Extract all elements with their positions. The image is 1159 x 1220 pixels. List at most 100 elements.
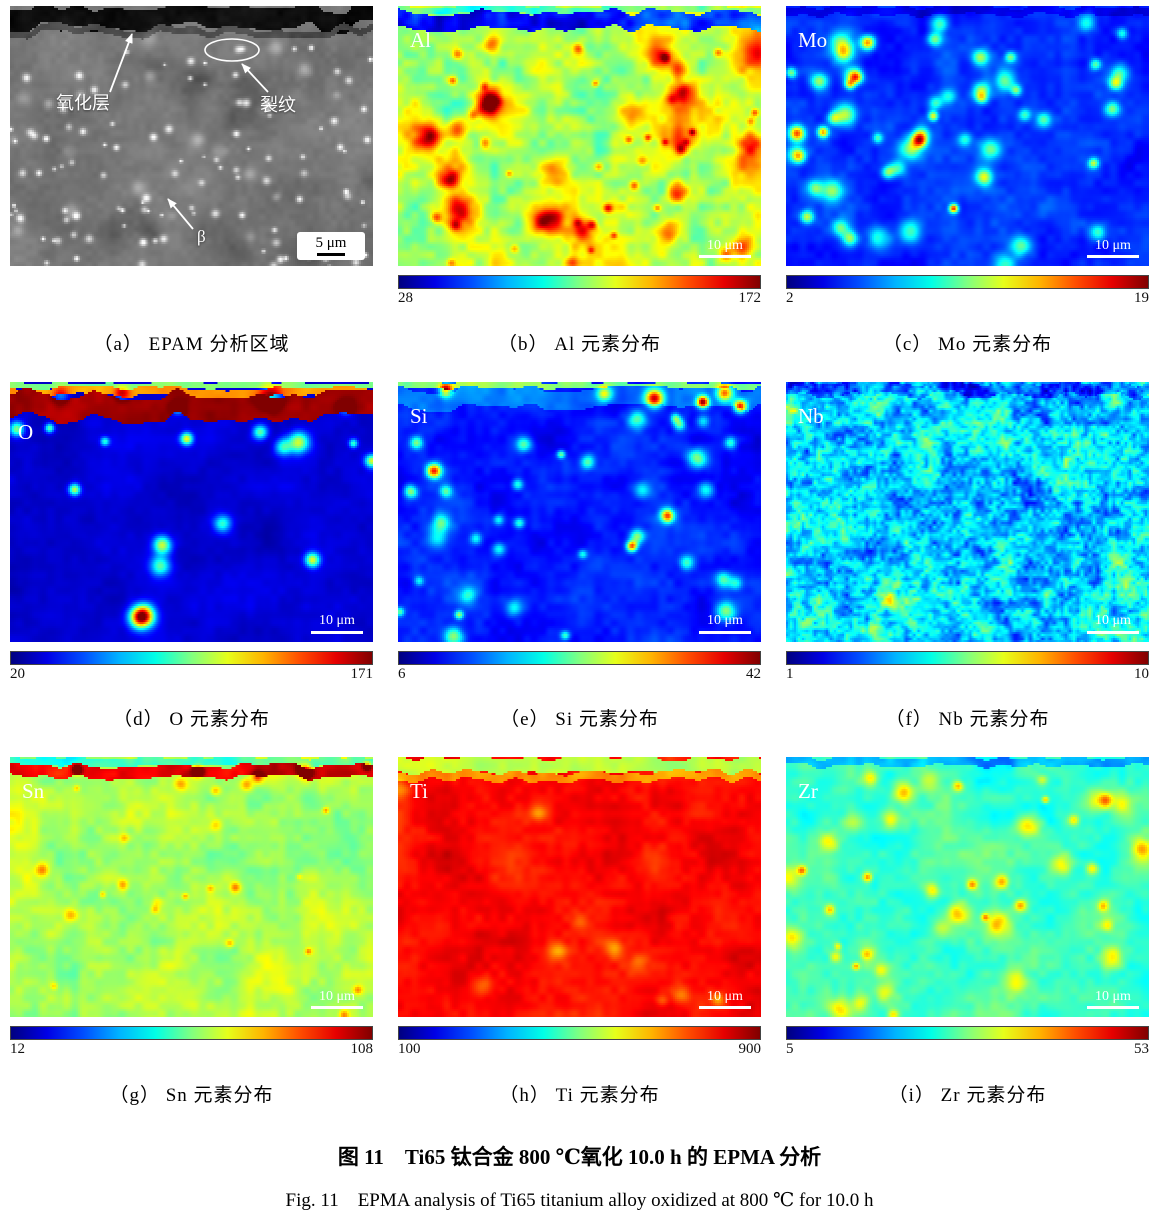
scale-bar-text: 10 μm: [1095, 988, 1131, 1004]
beta-arrow: [167, 198, 194, 230]
o-map-canvas: [10, 381, 373, 642]
colorbar-max: 171: [350, 665, 374, 682]
scale-bar-line: [311, 1006, 363, 1009]
scale-bar: 10 μm: [1087, 613, 1139, 634]
scale-bar-text: 10 μm: [707, 988, 743, 1004]
colorbar-gradient: [398, 275, 761, 289]
element-label: Sn: [22, 779, 45, 803]
scale-bar-line: [699, 1006, 751, 1009]
scale-bar-line: [311, 630, 363, 634]
panel-sem: 氧化层 裂纹 β 5 μm （a） EPAM 分析区域: [10, 6, 373, 356]
figure-caption-chinese: 图 11 Ti65 钛合金 800 ℃氧化 10.0 h 的 EPMA 分析: [337, 1144, 822, 1169]
scale-bar: 10 μm: [311, 613, 363, 634]
element-map-mo: Mo 10 μm: [786, 6, 1149, 266]
colorbar: 1 10: [786, 650, 1149, 683]
scale-bar: 10 μm: [311, 989, 363, 1009]
panel-al: Al 10 μm 28 172 （b） Al 元素分布: [398, 6, 761, 356]
oxide-layer-arrow: [109, 33, 133, 93]
scale-bar-text: 10 μm: [1095, 613, 1131, 629]
colorbar: 12 108: [10, 1026, 373, 1058]
scale-bar: 10 μm: [1087, 989, 1139, 1009]
oxide-layer-label: 氧化层: [56, 93, 110, 113]
scale-bar: 10 μm: [699, 989, 751, 1009]
panel-sn: Sn 10 μm 12 108 （g） Sn 元素分布: [10, 757, 373, 1107]
scale-bar-text: 10 μm: [319, 988, 355, 1004]
scale-bar-text: 10 μm: [1095, 237, 1131, 253]
colorbar-gradient: [786, 650, 1149, 665]
scale-bar-line: [1087, 630, 1139, 634]
element-map-sn: Sn 10 μm: [10, 757, 373, 1017]
scale-bar-line: [699, 255, 751, 258]
scale-bar-text: 5 μm: [315, 234, 347, 251]
colorbar-max: 10: [1134, 665, 1149, 682]
scale-bar: 5 μm: [297, 231, 365, 260]
sn-map-canvas: [10, 757, 373, 1017]
colorbar-min: 28: [398, 290, 413, 306]
colorbar: 6 42: [398, 650, 761, 683]
colorbar-min: 2: [786, 290, 794, 306]
colorbar-min: 6: [398, 665, 406, 682]
panel-caption: （b） Al 元素分布: [497, 333, 661, 355]
element-label: Mo: [798, 28, 828, 52]
element-label: Nb: [798, 403, 824, 428]
al-map-canvas: [398, 6, 761, 266]
colorbar-gradient: [10, 1026, 373, 1040]
element-map-si: Si 10 μm: [398, 381, 761, 642]
mo-map-canvas: [786, 6, 1149, 266]
colorbar: 28 172: [398, 275, 761, 307]
element-label: O: [18, 419, 34, 444]
crack-ellipse: [204, 38, 260, 62]
panel-ti: Ti 10 μm 100 900 （h） Ti 元素分布: [398, 757, 761, 1107]
scale-bar: 10 μm: [699, 238, 751, 258]
figure-captions: 图 11 Ti65 钛合金 800 ℃氧化 10.0 h 的 EPMA 分析 F…: [10, 1141, 1149, 1212]
scale-bar-text: 10 μm: [319, 613, 355, 629]
sem-map-canvas: [10, 6, 373, 266]
zr-map-canvas: [786, 757, 1149, 1017]
colorbar-max: 172: [738, 290, 762, 306]
colorbar-max: 900: [738, 1041, 762, 1057]
scale-bar-line: [1087, 1006, 1139, 1009]
panel-mo: Mo 10 μm 2 19 （c） Mo 元素分布: [786, 6, 1149, 356]
scale-bar-text: 10 μm: [707, 237, 743, 253]
element-map-ti: Ti 10 μm: [398, 757, 761, 1017]
panel-grid: 氧化层 裂纹 β 5 μm （a） EPAM 分析区域 Al 10 μm: [10, 6, 1149, 1107]
figure-caption-english: Fig. 11 EPMA analysis of Ti65 titanium a…: [285, 1189, 874, 1211]
crack-arrow: [241, 63, 269, 93]
element-label: Ti: [410, 779, 428, 803]
annotation-arrows: [109, 33, 269, 230]
panel-caption: （a） EPAM 分析区域: [93, 333, 290, 355]
element-map-nb: Nb 10 μm: [786, 381, 1149, 642]
colorbar-gradient: [786, 275, 1149, 289]
sem-image: 氧化层 裂纹 β 5 μm: [10, 6, 373, 266]
panel-caption: （d） O 元素分布: [113, 709, 270, 730]
scale-bar: 10 μm: [1087, 238, 1139, 258]
panel-si: Si 10 μm 6 42 （e） Si 元素分布: [398, 381, 761, 732]
colorbar-min: 100: [398, 1041, 421, 1057]
element-label: Al: [410, 28, 431, 52]
colorbar-min: 20: [10, 665, 25, 682]
colorbar-gradient: [10, 650, 373, 665]
panel-caption: （i） Zr 元素分布: [888, 1084, 1047, 1106]
scale-bar-text: 10 μm: [707, 613, 743, 629]
element-map-o: O 10 μm: [10, 381, 373, 642]
colorbar-gradient: [398, 650, 761, 665]
colorbar-max: 19: [1134, 290, 1149, 306]
panel-zr: Zr 10 μm 5 53 （i） Zr 元素分布: [786, 757, 1149, 1107]
element-label: Zr: [798, 779, 818, 803]
panel-caption: （e） Si 元素分布: [500, 709, 659, 730]
colorbar-min: 12: [10, 1041, 25, 1057]
colorbar-max: 53: [1134, 1041, 1149, 1057]
element-map-zr: Zr 10 μm: [786, 757, 1149, 1017]
colorbar-max: 42: [746, 665, 761, 682]
colorbar-gradient: [398, 1026, 761, 1040]
ti-map-canvas: [398, 757, 761, 1017]
scale-bar: 10 μm: [699, 613, 751, 634]
si-map-canvas: [398, 381, 761, 642]
colorbar: 5 53: [786, 1026, 1149, 1058]
beta-label: β: [197, 227, 206, 246]
nb-map-canvas: [786, 381, 1149, 642]
element-label: Si: [410, 403, 428, 428]
colorbar: 100 900: [398, 1026, 761, 1058]
colorbar: 20 171: [10, 650, 374, 683]
